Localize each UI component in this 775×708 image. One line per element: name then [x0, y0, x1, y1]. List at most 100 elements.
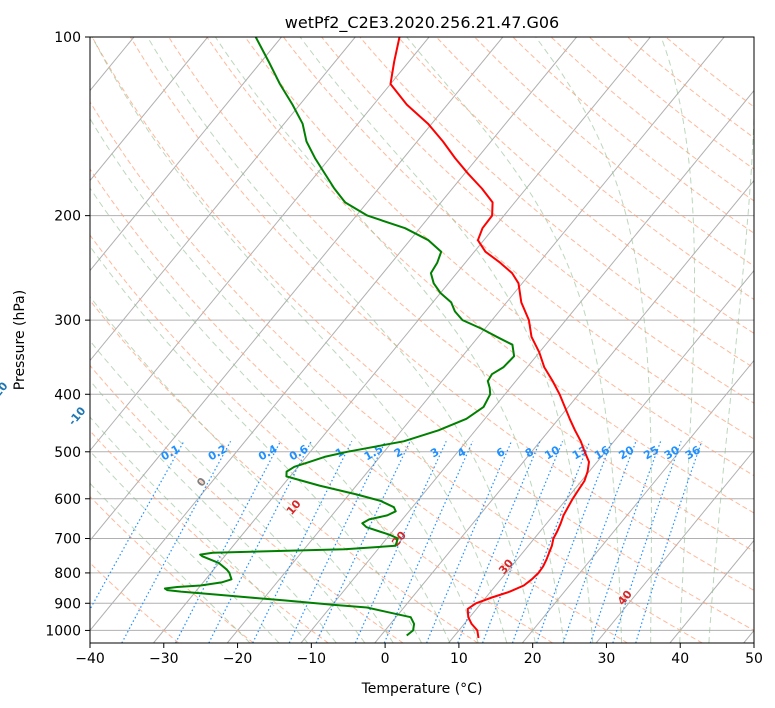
- moist-adiabat-line: [91, 37, 508, 643]
- isotherm-line: [448, 269, 754, 643]
- y-tick-label: 300: [54, 313, 81, 329]
- x-tick-label: −40: [75, 651, 105, 667]
- mixing-ratio-line: [252, 441, 353, 643]
- moist-adiabat-line: [90, 245, 423, 643]
- isotherm-line: [226, 37, 725, 643]
- y-axis-ticks: 1000 900 800 700 600 500 400 300 200 100: [45, 30, 90, 639]
- isopleth-labels: 0.10.20.40.611.52346810131620253036-100-…: [0, 379, 703, 608]
- x-tick-label: 0: [381, 651, 390, 667]
- mixing-ratio-line: [482, 441, 564, 643]
- isotherm-line: [90, 37, 504, 542]
- mixing-ratio-line: [635, 441, 703, 643]
- x-axis-ticks: −40 −30 −20 −10 0 10 20 30 40 50: [75, 643, 763, 667]
- dry-adiabat-line: [588, 37, 754, 170]
- x-axis-label: Temperature (°C): [361, 681, 483, 697]
- x-tick-label: 10: [450, 651, 468, 667]
- dry-adiabat-line: [90, 299, 479, 643]
- dry-adiabat-line: [321, 37, 754, 404]
- mixing-ratio-label: 0.4: [256, 442, 280, 463]
- dry-adiabat-line: [512, 37, 754, 234]
- sounding-profiles: [163, 37, 590, 639]
- x-tick-label: 20: [524, 651, 542, 667]
- y-tick-label: 700: [54, 532, 81, 548]
- y-tick-label: 600: [54, 492, 81, 508]
- isotherm-line: [90, 37, 430, 452]
- mixing-ratio-label: 2: [392, 445, 405, 460]
- isotherm-line: [153, 37, 651, 643]
- mixing-ratio-label: 4: [455, 445, 468, 460]
- dry-adiabat-line: [91, 37, 754, 631]
- dry-adiabat-line: [168, 37, 754, 552]
- moist-adiabat-line: [90, 482, 251, 643]
- dry-adiabats: [90, 37, 754, 643]
- mixing-ratio-label: 16: [592, 443, 612, 462]
- isotherm-line: [90, 37, 577, 632]
- isotherm-line: [300, 89, 754, 643]
- dewpoint-profile-line: [163, 37, 516, 637]
- dry-adiabat-line: [283, 37, 754, 440]
- mixing-ratio-line: [536, 441, 613, 643]
- mixing-ratio-label: 10: [542, 443, 562, 462]
- dry-adiabat-line: [90, 100, 703, 643]
- isotherm-line: [90, 37, 356, 362]
- mixing-ratio-line: [562, 441, 637, 643]
- dry-adiabat-label: 10: [284, 497, 304, 517]
- y-tick-label: 100: [54, 30, 81, 46]
- moist-adiabat-line: [90, 187, 451, 643]
- dry-adiabat-line: [90, 495, 254, 643]
- pressure-gridlines: [90, 37, 754, 631]
- plot-frame: [89, 36, 755, 644]
- moist-adiabat-line: [90, 340, 366, 643]
- moist-adiabat-line: [214, 37, 565, 643]
- moist-adiabat-line: [660, 37, 695, 643]
- y-axis-label: Pressure (hPa): [12, 290, 28, 390]
- isotherm-line: [0, 37, 60, 643]
- y-tick-label: 900: [54, 596, 81, 612]
- mixing-ratio-line: [288, 441, 386, 643]
- mixing-ratio-line: [121, 441, 232, 643]
- y-tick-label: 200: [54, 209, 81, 225]
- x-tick-label: −30: [149, 651, 179, 667]
- mixing-ratio-label: 6: [494, 445, 507, 460]
- mixing-ratio-label: 0.6: [287, 442, 311, 463]
- x-tick-label: −10: [297, 651, 327, 667]
- moist-adiabat-line: [708, 101, 754, 643]
- moist-adiabat-line: [90, 117, 479, 643]
- mixing-ratio-label: 13: [570, 443, 590, 462]
- mixing-ratio-label: 36: [683, 443, 703, 462]
- isotherm-line: [521, 359, 754, 643]
- moist-adiabat-line: [299, 37, 594, 643]
- dry-adiabat-line: [435, 37, 754, 301]
- mixing-ratio-line: [589, 441, 662, 643]
- isotherm-line: [374, 179, 754, 643]
- mixing-ratio-line: [90, 441, 185, 611]
- mixing-ratio-line: [426, 441, 513, 643]
- dry-adiabat-line: [90, 168, 628, 643]
- dry-adiabat-line: [90, 562, 179, 643]
- dry-adiabat-line: [90, 430, 329, 643]
- mixing-ratio-label: 0.2: [206, 442, 229, 463]
- y-tick-label: 400: [54, 387, 81, 403]
- isotherm-line: [743, 629, 754, 643]
- x-tick-label: 40: [671, 651, 689, 667]
- dry-adiabat-label: -10: [66, 404, 89, 428]
- dry-adiabat-line: [90, 234, 553, 643]
- moist-adiabat-line: [90, 295, 394, 643]
- mixing-ratio-line: [208, 441, 312, 643]
- mixing-ratio-line: [175, 441, 282, 643]
- dry-adiabat-label: -20: [0, 379, 11, 403]
- mixing-ratio-line: [354, 441, 447, 643]
- isotherm-line: [669, 539, 754, 643]
- moist-adiabat-line: [406, 37, 623, 643]
- dry-adiabat-label: 40: [615, 588, 635, 608]
- y-tick-label: 800: [54, 566, 81, 582]
- x-tick-label: −20: [223, 651, 253, 667]
- dry-adiabat-label: 30: [496, 556, 516, 576]
- dry-adiabat-line: [129, 37, 754, 592]
- moist-adiabats: [90, 37, 754, 643]
- x-tick-label: 30: [598, 651, 616, 667]
- dry-adiabat-line: [206, 37, 754, 514]
- dry-adiabat-line: [665, 37, 754, 108]
- skewed-isotherms: [0, 37, 754, 643]
